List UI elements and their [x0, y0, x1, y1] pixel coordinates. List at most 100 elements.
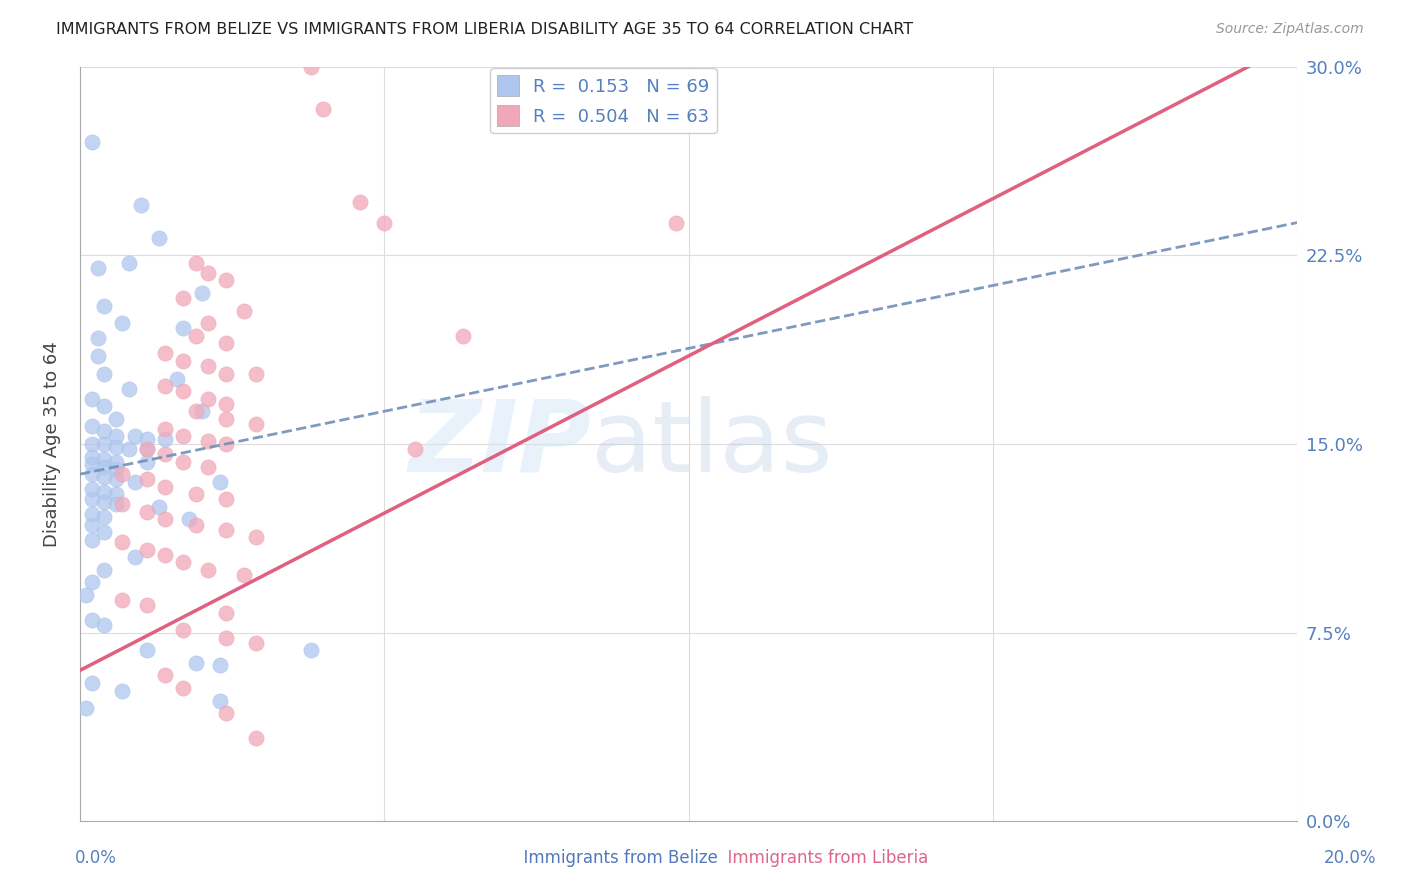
Point — [117, 382, 139, 396]
Point — [80, 467, 103, 482]
Point — [135, 442, 157, 456]
Point — [172, 623, 194, 637]
Point — [197, 316, 219, 330]
Point — [93, 459, 115, 474]
Point — [172, 291, 194, 305]
Point — [299, 643, 322, 657]
Text: atlas: atlas — [591, 395, 832, 492]
Point — [172, 681, 194, 695]
Point — [245, 731, 267, 746]
Point — [105, 487, 128, 501]
Point — [80, 450, 103, 464]
Point — [190, 286, 212, 301]
Point — [215, 412, 238, 426]
Point — [75, 588, 97, 602]
Point — [184, 256, 207, 270]
Text: ZIP: ZIP — [408, 395, 591, 492]
Point — [215, 437, 238, 451]
Point — [111, 467, 134, 482]
Point — [80, 419, 103, 434]
Point — [215, 706, 238, 721]
Point — [404, 442, 426, 456]
Point — [93, 510, 115, 524]
Point — [80, 457, 103, 471]
Point — [665, 216, 688, 230]
Point — [93, 437, 115, 451]
Point — [111, 683, 134, 698]
Point — [245, 530, 267, 544]
Point — [453, 328, 475, 343]
Point — [172, 321, 194, 335]
Point — [105, 472, 128, 486]
Point — [93, 299, 115, 313]
Y-axis label: Disability Age 35 to 64: Disability Age 35 to 64 — [44, 341, 60, 547]
Point — [111, 316, 134, 330]
Point — [135, 432, 157, 446]
Point — [93, 524, 115, 539]
Point — [135, 598, 157, 612]
Point — [172, 384, 194, 399]
Point — [80, 135, 103, 149]
Point — [184, 404, 207, 418]
Point — [197, 563, 219, 577]
Text: 0.0%: 0.0% — [75, 849, 117, 867]
Point — [197, 434, 219, 449]
Point — [197, 359, 219, 373]
Point — [93, 399, 115, 413]
Point — [135, 472, 157, 486]
Point — [166, 371, 188, 385]
Point — [373, 216, 395, 230]
Point — [184, 517, 207, 532]
Text: Immigrants from Liberia: Immigrants from Liberia — [717, 849, 928, 867]
Point — [172, 429, 194, 443]
Point — [153, 447, 176, 461]
Point — [197, 459, 219, 474]
Point — [93, 367, 115, 381]
Point — [215, 397, 238, 411]
Point — [135, 505, 157, 519]
Text: IMMIGRANTS FROM BELIZE VS IMMIGRANTS FROM LIBERIA DISABILITY AGE 35 TO 64 CORREL: IMMIGRANTS FROM BELIZE VS IMMIGRANTS FRO… — [56, 22, 914, 37]
Point — [105, 455, 128, 469]
Text: 20.0%: 20.0% — [1323, 849, 1376, 867]
Point — [80, 437, 103, 451]
Point — [215, 336, 238, 351]
Point — [148, 500, 170, 514]
Point — [153, 379, 176, 393]
Point — [215, 631, 238, 645]
Point — [215, 367, 238, 381]
Text: Immigrants from Belize: Immigrants from Belize — [513, 849, 718, 867]
Legend: R =  0.153   N = 69, R =  0.504   N = 63: R = 0.153 N = 69, R = 0.504 N = 63 — [489, 68, 717, 133]
Point — [80, 483, 103, 497]
Point — [93, 563, 115, 577]
Point — [153, 422, 176, 436]
Point — [80, 508, 103, 522]
Point — [184, 656, 207, 670]
Point — [124, 429, 146, 443]
Point — [153, 346, 176, 360]
Point — [153, 432, 176, 446]
Point — [215, 273, 238, 287]
Point — [80, 492, 103, 507]
Point — [215, 492, 238, 507]
Point — [135, 542, 157, 557]
Point — [75, 701, 97, 715]
Point — [312, 103, 335, 117]
Point — [208, 658, 231, 673]
Point — [245, 636, 267, 650]
Point — [87, 349, 110, 363]
Point — [135, 455, 157, 469]
Point — [233, 303, 256, 318]
Point — [184, 487, 207, 501]
Point — [245, 367, 267, 381]
Point — [124, 550, 146, 565]
Point — [93, 484, 115, 499]
Point — [80, 676, 103, 690]
Point — [197, 266, 219, 280]
Point — [105, 497, 128, 511]
Point — [87, 331, 110, 345]
Point — [117, 442, 139, 456]
Point — [80, 575, 103, 590]
Point — [117, 256, 139, 270]
Point — [111, 497, 134, 511]
Point — [215, 523, 238, 537]
